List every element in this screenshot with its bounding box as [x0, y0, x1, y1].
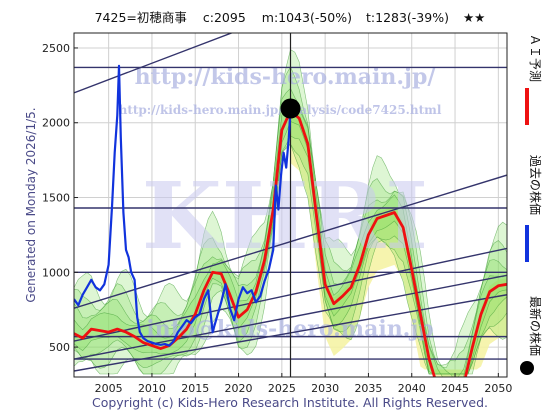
y-tick-label: 1500	[42, 192, 70, 205]
generated-date-label: Generated on Monday 2026/1/5.	[24, 107, 38, 302]
x-tick-label: 2035	[354, 382, 382, 395]
header-target: t:1283(-39%)	[366, 10, 449, 25]
x-tick-label: 2050	[484, 382, 512, 395]
plot-frame	[73, 32, 508, 378]
x-axis-ticks: 2005 2010 2015 2020 2025 2030 2035 2040 2045 2050	[95, 373, 512, 395]
ensemble-band	[74, 87, 507, 377]
header-title: 7425=初穂商事	[95, 10, 187, 25]
current-marker-group	[280, 98, 301, 119]
x-tick-label: 2030	[311, 382, 339, 395]
legend-latest-swatch	[520, 361, 534, 375]
ensemble-band	[74, 101, 507, 377]
copyright-footer: Copyright (c) Kids-Hero Research Institu…	[92, 395, 488, 410]
x-tick-label: 2025	[268, 382, 296, 395]
y-axis-ticks: 500 1000 1500 2000 2500	[42, 42, 78, 354]
watermark-url-main: http://kids-hero.main.jp/	[135, 64, 437, 90]
y-tick-label: 1000	[42, 266, 70, 279]
y-tick-label: 2000	[42, 117, 70, 130]
header-stars: ★★	[463, 10, 485, 25]
x-tick-label: 2010	[138, 382, 166, 395]
chart-header: 7425=初穂商事 c:2095 m:1043(-50%) t:1283(-39…	[95, 10, 486, 25]
x-tick-label: 2040	[398, 382, 426, 395]
current-price-marker	[280, 98, 301, 119]
header-min: m:1043(-50%)	[262, 10, 352, 25]
legend-ai: ＡＩ予測	[525, 34, 542, 125]
header-current: c:2095	[203, 10, 246, 25]
y-tick-label: 2500	[42, 42, 70, 55]
past-price-line	[74, 64, 292, 347]
horizontal-levels	[74, 33, 507, 377]
channel-line	[74, 33, 234, 94]
legend-past: 過去の株価	[525, 155, 543, 262]
x-tick-label: 2005	[95, 382, 123, 395]
x-tick-label: 2045	[441, 382, 469, 395]
watermark-url-analysis: http://kids-hero.main.jp/analysis/code74…	[119, 103, 442, 117]
legend: ＡＩ予測 過去の株価 最新の株価	[520, 34, 543, 375]
x-tick-label: 2020	[225, 382, 253, 395]
legend-ai-label: ＡＩ予測	[528, 34, 542, 82]
legend-latest-label: 最新の株価	[528, 296, 543, 356]
watermark: KHRI http://kids-hero.main.jp/ http://ki…	[119, 64, 442, 342]
forecast-yellow-band	[290, 104, 507, 377]
x-tick-label: 2015	[181, 382, 209, 395]
legend-latest: 最新の株価	[520, 296, 543, 375]
y-tick-label: 500	[49, 341, 70, 354]
legend-past-label: 過去の株価	[528, 155, 543, 215]
